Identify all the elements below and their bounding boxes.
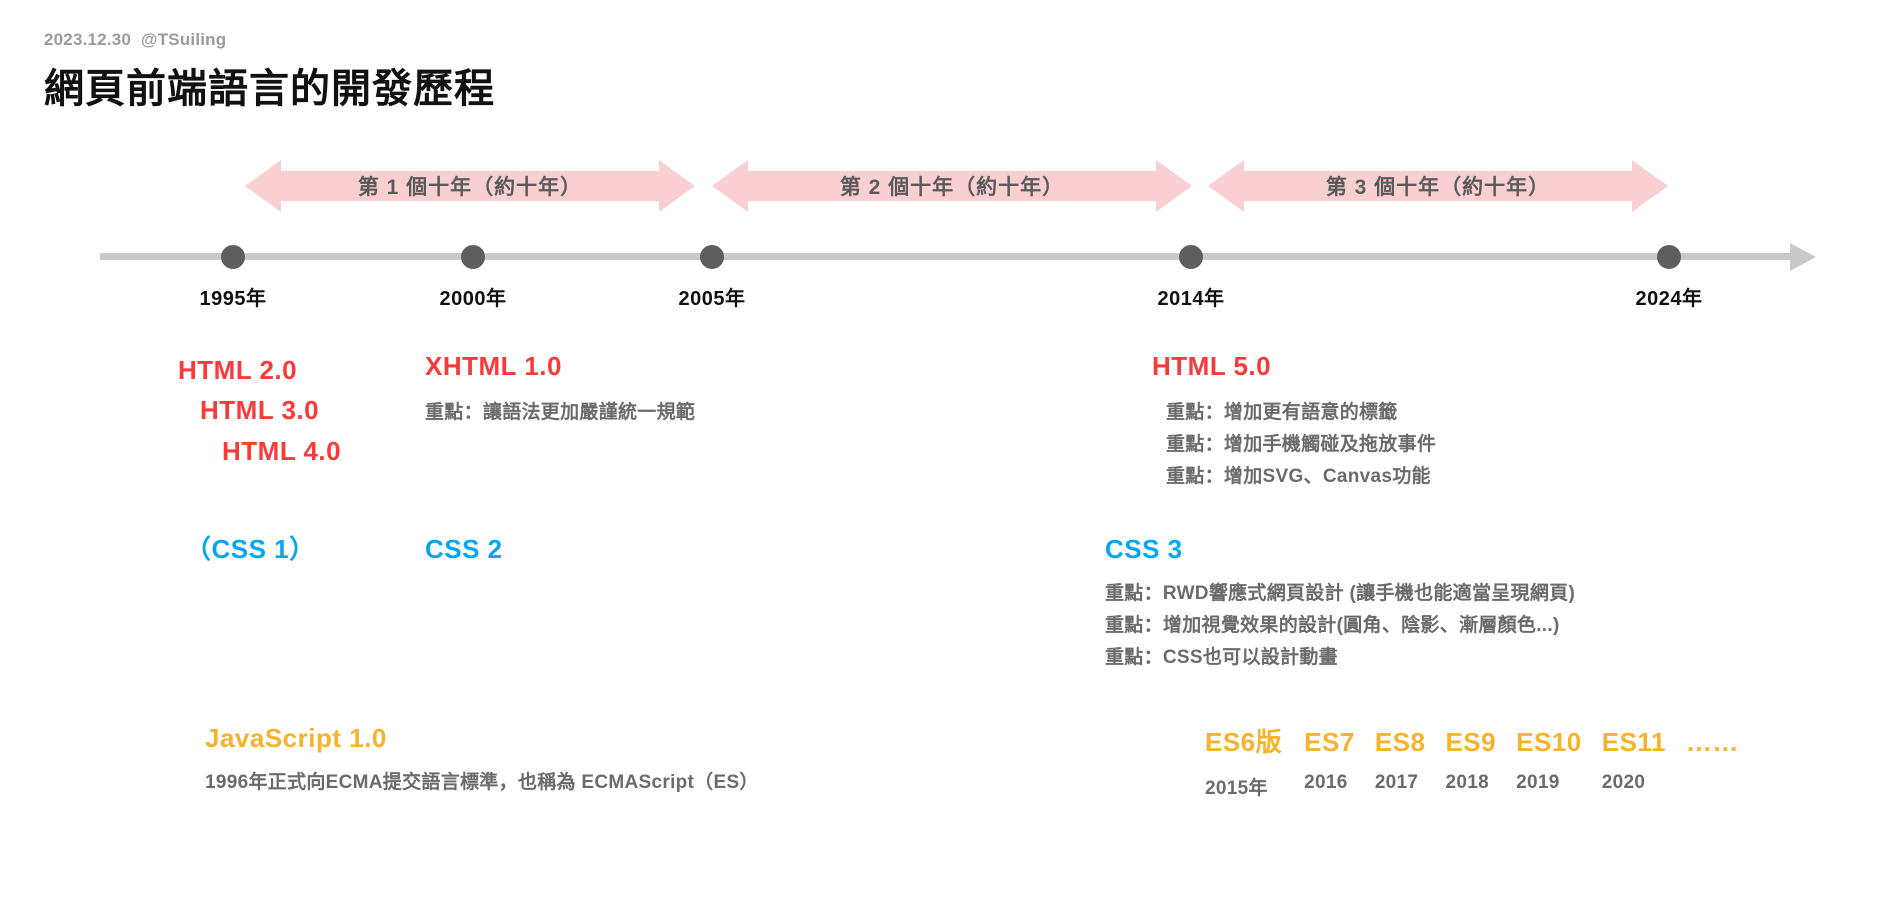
es-version-name: ES8: [1374, 727, 1426, 757]
es-version-name: ES7: [1304, 727, 1355, 757]
css3-note: 重點：RWD響應式網頁設計 (讓手機也能適當呈現網頁): [1105, 583, 1576, 605]
xhtml-block: XHTML 1.0 重點：讓語法更加嚴謹統一規範: [425, 350, 695, 429]
css3-note: 重點：增加視覺效果的設計(圓角、陰影、漸層顏色...): [1105, 614, 1560, 636]
html5-title: HTML 5.0: [1152, 351, 1272, 381]
es-version-year: 2017: [1374, 772, 1419, 793]
timeline-dot: [700, 245, 724, 269]
es-version-year: 2019: [1516, 772, 1560, 793]
es-version-column: ES6版 2015年: [1205, 722, 1282, 800]
byline: 2023.12.30 @TSuiling: [44, 30, 227, 49]
html5-block: HTML 5.0 重點：增加更有語意的標籤 重點：增加手機觸碰及拖放事件 重點：…: [1152, 350, 1436, 492]
decade-arrow-label: 第 3 個十年（約十年）: [1325, 176, 1551, 199]
timeline-year-label: 1995年: [199, 288, 267, 310]
es-version-year: 2020: [1601, 772, 1646, 793]
es-version-column: ES7 2016: [1304, 727, 1355, 794]
html5-note: 重點：增加更有語意的標籤: [1166, 402, 1398, 424]
css3-block: CSS 3 重點：RWD響應式網頁設計 (讓手機也能適當呈現網頁) 重點：增加視…: [1105, 533, 1575, 673]
timeline-dot: [1179, 245, 1203, 269]
timeline-year-label: 2000年: [439, 288, 507, 310]
es-version-column: ES11 2020: [1602, 727, 1666, 794]
decade-arrow-2: 第 2 個十年（約十年）: [712, 160, 1192, 212]
css1-title: （CSS 1）: [185, 534, 316, 564]
page-header: 2023.12.30 @TSuiling 網頁前端語言的開發歷程: [44, 30, 495, 114]
html5-note: 重點：增加SVG、Canvas功能: [1166, 465, 1431, 487]
css3-title: CSS 3: [1105, 534, 1183, 564]
es-version-year: 2016: [1304, 772, 1348, 793]
javascript-note: 1996年正式向ECMA提交語言標準，也稱為 ECMAScript（ES）: [205, 772, 759, 794]
es-version-name: ES9: [1445, 727, 1497, 757]
es-version-name: ES11: [1601, 727, 1666, 757]
html5-note: 重點：增加手機觸碰及拖放事件: [1166, 433, 1437, 455]
html-version-item: HTML 2.0: [178, 355, 298, 385]
css1-block: （CSS 1）: [185, 533, 316, 566]
decade-arrow-1: 第 1 個十年（約十年）: [245, 160, 695, 212]
timeline-arrow-icon: [1790, 243, 1816, 271]
page-title: 網頁前端語言的開發歷程: [44, 67, 495, 111]
timeline-dot: [461, 245, 485, 269]
timeline-year-label: 2014年: [1157, 288, 1225, 310]
timeline-dot: [221, 245, 245, 269]
es-version-year: 2015年: [1205, 778, 1268, 799]
es-version-name: ……: [1685, 727, 1739, 757]
timeline-year-label: 2005年: [678, 288, 746, 310]
es-version-column: ES9 2018: [1445, 727, 1496, 794]
es-version-name: ES6版: [1205, 727, 1283, 757]
html-version-item: HTML 4.0: [222, 435, 342, 466]
xhtml-note: 重點：讓語法更加嚴謹統一規範: [425, 402, 696, 424]
javascript-title: JavaScript 1.0: [205, 723, 387, 753]
es-version-column: ES10 2019: [1516, 727, 1582, 794]
css2-block: CSS 2: [425, 533, 503, 566]
css3-note: 重點：CSS也可以設計動畫: [1105, 646, 1338, 668]
es-version-column: ……: [1686, 727, 1739, 772]
html-early-versions-block: HTML 2.0 HTML 3.0 HTML 4.0: [178, 350, 341, 471]
timeline-dot: [1657, 245, 1681, 269]
timeline-axis-line: [100, 253, 1800, 260]
es-version-year: 2018: [1445, 772, 1489, 793]
html-version-item: HTML 3.0: [200, 395, 320, 426]
es-versions-row: ES6版 2015年 ES7 2016 ES8 2017 ES9 2018 ES10 2019 ES…: [1205, 722, 1759, 800]
decade-arrow-3: 第 3 個十年（約十年）: [1208, 160, 1668, 212]
timeline-year-label: 2024年: [1635, 288, 1703, 310]
decade-arrow-label: 第 1 個十年（約十年）: [357, 176, 583, 199]
es-version-name: ES10: [1516, 727, 1582, 757]
css2-title: CSS 2: [425, 534, 503, 564]
es-version-column: ES8 2017: [1375, 727, 1426, 794]
javascript-block: JavaScript 1.0 1996年正式向ECMA提交語言標準，也稱為 EC…: [205, 722, 759, 799]
xhtml-title: XHTML 1.0: [425, 351, 562, 381]
decade-arrow-label: 第 2 個十年（約十年）: [839, 176, 1065, 199]
